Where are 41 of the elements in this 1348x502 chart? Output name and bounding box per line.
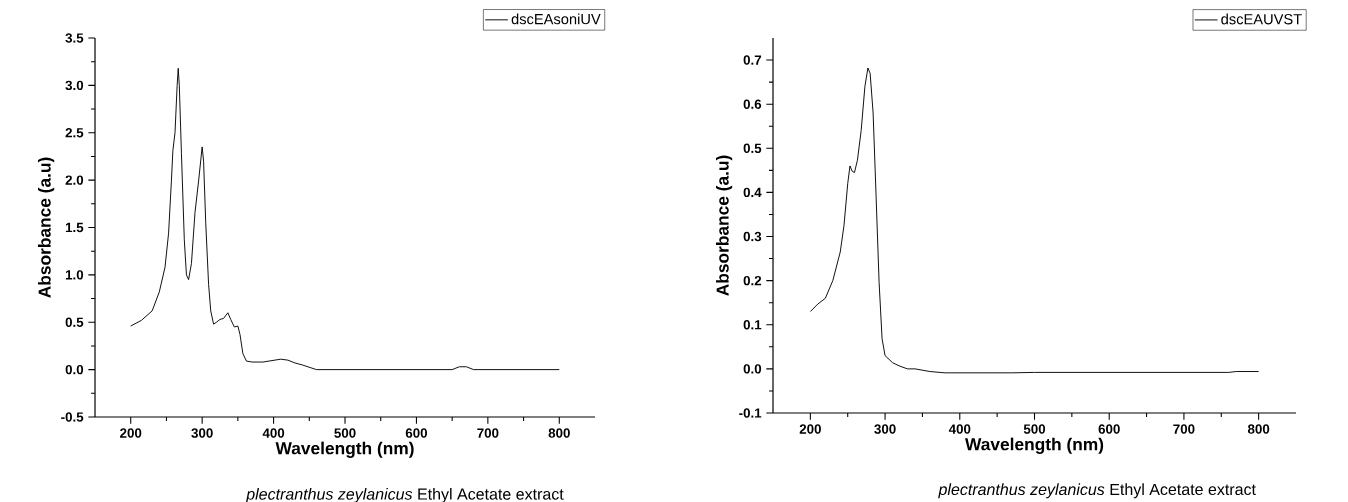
x-tick-label: 400 bbox=[262, 428, 285, 438]
y-axis-title: Absorbance (a.u) bbox=[38, 157, 55, 298]
y-tick-label: -0.5 bbox=[61, 412, 84, 422]
x-tick-label: 500 bbox=[334, 428, 356, 438]
y-tick-label: 0.7 bbox=[743, 55, 762, 65]
legend-label: dscEAUVST bbox=[1221, 13, 1302, 25]
line-series bbox=[809, 67, 1260, 374]
y-tick-label: 1.0 bbox=[65, 270, 84, 280]
x-tick-label: 500 bbox=[1023, 424, 1046, 434]
x-tick-label: 700 bbox=[477, 428, 499, 438]
y-tick-label: 3.5 bbox=[65, 33, 84, 43]
x-tick-label: 300 bbox=[191, 428, 213, 438]
y-tick-label: -0.1 bbox=[739, 408, 762, 418]
x-tick-label: 800 bbox=[1247, 424, 1270, 434]
y-tick-label: 2.0 bbox=[65, 175, 84, 185]
text: plectranthus zeylanicus Ethyl Acetate extract bbox=[245, 488, 564, 502]
y-tick-label: 0.2 bbox=[743, 275, 762, 286]
x-tick-label: 200 bbox=[120, 428, 142, 438]
y-tick-label: 2.5 bbox=[65, 128, 84, 138]
x-tick-label: 400 bbox=[948, 424, 971, 434]
y-tick-label: 0.5 bbox=[65, 317, 84, 327]
y-tick-label: 3.0 bbox=[65, 80, 84, 91]
x-tick-label: 600 bbox=[405, 428, 428, 438]
text: plectranthus zeylanicus Ethyl Acetate extract bbox=[938, 483, 1256, 499]
x-tick-label: 300 bbox=[874, 424, 896, 434]
x-tick-label: 600 bbox=[1098, 424, 1120, 434]
x-axis-title: Wavelength (nm) bbox=[275, 441, 414, 458]
y-tick-label: 0.4 bbox=[743, 187, 762, 198]
y-tick-label: 0.1 bbox=[743, 320, 762, 330]
y-tick-label: 0.6 bbox=[743, 99, 762, 109]
y-tick-label: 0.5 bbox=[743, 143, 762, 154]
y-tick-label: 1.5 bbox=[65, 222, 84, 233]
x-tick-label: 800 bbox=[548, 428, 570, 438]
x-tick-label: 700 bbox=[1173, 424, 1195, 434]
y-tick-label: 0.3 bbox=[743, 231, 762, 242]
x-tick-label: 200 bbox=[799, 424, 821, 434]
x-axis-title: Wavelength (nm) bbox=[965, 437, 1104, 454]
y-tick-label: 0.0 bbox=[65, 364, 84, 375]
y-axis-title: Absorbance (a.u) bbox=[716, 155, 733, 296]
y-tick-label: 0.0 bbox=[743, 364, 762, 374]
legend-label: dscEAsoniUV bbox=[511, 13, 601, 25]
